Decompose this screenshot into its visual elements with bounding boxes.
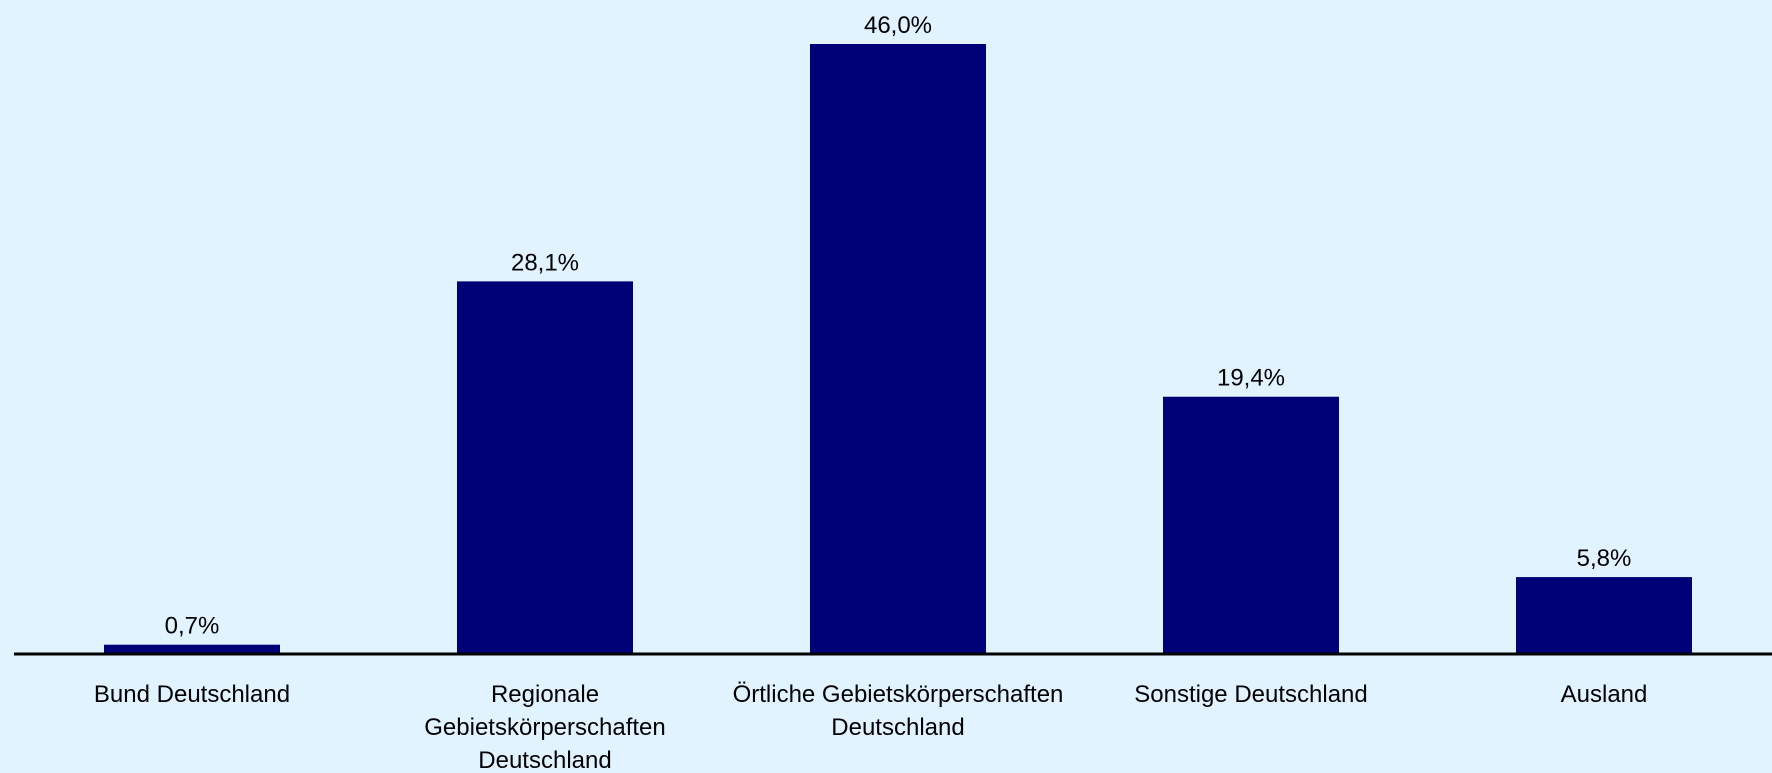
- category-label-2: Regionale Gebietskörperschaften Deutschlan…: [424, 681, 665, 773]
- category-label-5: Ausland: [1561, 681, 1648, 708]
- category-label-line: Deutschland: [478, 747, 611, 773]
- data-label-3: 46,0%: [864, 12, 932, 39]
- category-label-line: Gebietskörperschaften: [424, 714, 665, 741]
- category-label-4: Sonstige Deutschland: [1134, 681, 1367, 708]
- category-label-line: Deutschland: [831, 714, 964, 741]
- category-label-3: Örtliche Gebietskörperschaften Deutschlan…: [733, 681, 1064, 741]
- category-label-line: Ausland: [1561, 681, 1648, 708]
- bar-3: [810, 44, 986, 654]
- data-label-2: 28,1%: [511, 249, 579, 276]
- data-label-5: 5,8%: [1577, 545, 1632, 572]
- category-label-line: Örtliche Gebietskörperschaften: [733, 681, 1064, 708]
- category-label-line: Bund Deutschland: [94, 681, 290, 708]
- category-label-line: Sonstige Deutschland: [1134, 681, 1367, 708]
- bar-2: [457, 281, 633, 654]
- data-label-4: 19,4%: [1217, 365, 1285, 392]
- data-label-1: 0,7%: [165, 613, 220, 640]
- category-label-line: Regionale: [491, 681, 599, 708]
- bar-5: [1516, 577, 1692, 654]
- category-label-1: Bund Deutschland: [94, 681, 290, 708]
- bar-4: [1163, 396, 1339, 654]
- bar-1: [104, 644, 280, 654]
